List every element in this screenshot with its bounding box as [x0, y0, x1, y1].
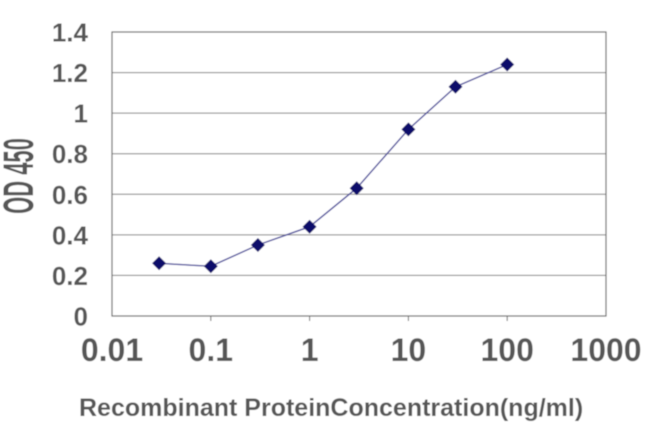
svg-text:0.01: 0.01	[81, 332, 143, 368]
svg-text:Recombinant ProteinConcentrat: Recombinant ProteinConcentration(ng/ml)	[79, 394, 583, 422]
svg-text:OD 450: OD 450	[0, 138, 43, 214]
svg-text:0: 0	[74, 302, 88, 332]
svg-text:0.1: 0.1	[189, 332, 233, 368]
svg-text:100: 100	[481, 332, 534, 368]
svg-text:1: 1	[301, 332, 319, 368]
svg-text:1.4: 1.4	[52, 18, 89, 48]
svg-text:0.6: 0.6	[52, 180, 88, 210]
svg-text:0.4: 0.4	[52, 220, 89, 250]
svg-text:1: 1	[74, 99, 88, 129]
svg-text:0.8: 0.8	[52, 139, 88, 169]
svg-text:10: 10	[391, 332, 427, 368]
svg-text:0.2: 0.2	[52, 261, 88, 291]
svg-text:1.2: 1.2	[52, 58, 88, 88]
svg-text:1000: 1000	[570, 332, 641, 368]
